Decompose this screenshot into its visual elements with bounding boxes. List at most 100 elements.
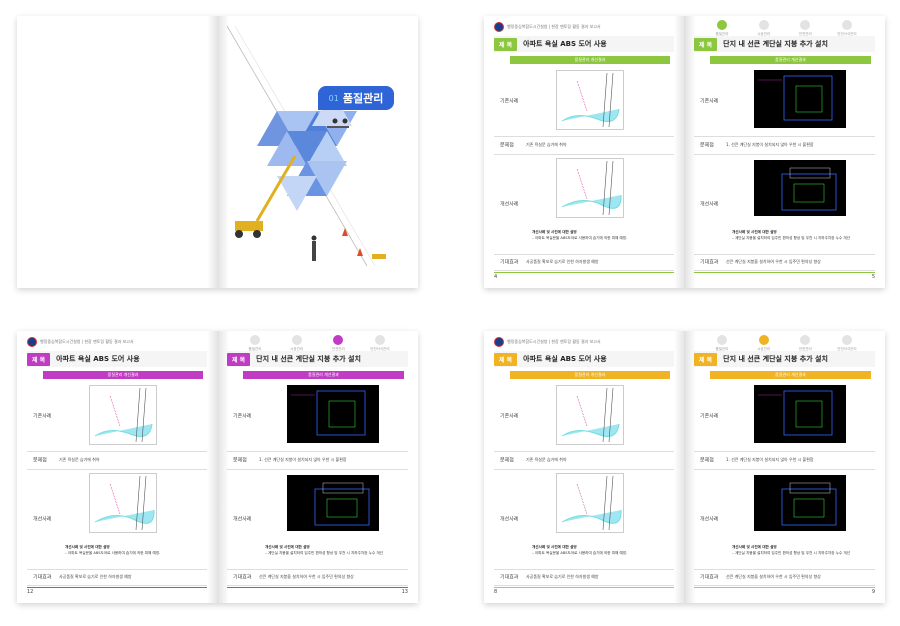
after-cad-drawing: [287, 475, 379, 531]
title-bar: 제 목 아파트 욕실 ABS 도어 사용: [494, 36, 674, 52]
problem-text: 기존 욕실문 습기에 취약: [59, 457, 100, 462]
result-band: 품질관리 개선결과: [710, 56, 871, 64]
page-number: 9: [871, 589, 875, 595]
step-dot: [841, 20, 852, 30]
page-number: 5: [871, 274, 875, 280]
cover-title-badge: 01 품질관리: [318, 86, 394, 110]
step-label: 안전서식관리: [370, 347, 390, 351]
row-label: 기대효과: [233, 574, 252, 581]
row-before: 기존사례: [227, 381, 408, 452]
problem-text: 1. 선큰 계단실 지붕이 설치되지 않아 우천 시 불편함: [726, 457, 814, 462]
step-label: 안전관리: [798, 347, 812, 351]
note-title: 개선사례 및 사진에 대한 설명: [532, 545, 577, 549]
title-bar: 제 목 단지 내 선큰 계단실 지붕 추가 설치: [694, 36, 875, 52]
result-band: 품질관리 개선결과: [43, 371, 203, 379]
row-label: 기대효과: [500, 574, 519, 581]
page-number: 12: [27, 589, 34, 595]
row-label: 개선사례: [500, 516, 519, 523]
before-drawing: [556, 70, 624, 130]
after-cad-drawing: [754, 475, 846, 531]
bottom-accent-line: [27, 587, 207, 588]
step-label: 시공관리: [757, 347, 771, 351]
problem-text: 기존 욕실문 습기에 취약: [526, 457, 567, 462]
step-indicator: 품질관리 시공관리 안전관리 안전서식관리: [702, 335, 867, 352]
header-text: 행정중심복합도시건설청 | 현장 맨토링 활동 결과 보고서: [507, 24, 601, 29]
cover-number: 01: [328, 93, 339, 103]
row-after: 개선사례: [494, 469, 674, 570]
row-label: 문제점: [233, 457, 247, 464]
cover-gutter: [206, 16, 229, 288]
page-title: 아파트 욕실 ABS 도어 사용: [523, 40, 607, 48]
row-label: 기존사례: [500, 98, 519, 105]
note-title: 개선사례 및 사진에 대한 설명: [65, 545, 110, 549]
row-before: 기존사례: [694, 381, 875, 452]
spread-gutter: [673, 331, 696, 603]
bottom-accent-line: [494, 272, 674, 273]
step-3: 안전서식관리: [827, 20, 867, 37]
step-label: 안전관리: [798, 32, 812, 36]
step-2: 안전관리: [785, 20, 825, 37]
row-after: 개선사례: [494, 154, 674, 255]
right-page: 품질관리 시공관리 안전관리 안전서식관리 제 목 단지 내 선큰 계단실 지붕 추가 설…: [684, 16, 885, 288]
row-problem: 문제점 1. 선큰 계단실 지붕이 설치되지 않아 우천 시 불편함: [694, 451, 875, 470]
row-label: 기대효과: [500, 259, 519, 266]
spread-pages-8-9: 행정중심복합도시건설청 | 현장 맨토링 활동 결과 보고서 제 목 아파트 욕실 …: [484, 331, 885, 603]
step-0: 품질관리: [702, 20, 742, 37]
effect-text: 사공품질 확보로 습기로 인한 하자발생 예방: [526, 259, 599, 264]
row-effect: 기대효과 사공품질 확보로 습기로 인한 하자발생 예방: [494, 569, 674, 586]
before-drawing: [556, 385, 624, 445]
page-number: 4: [494, 274, 498, 280]
row-label: 문제점: [500, 457, 514, 464]
note-title: 개선사례 및 사진에 대한 설명: [532, 230, 577, 234]
page-title: 아파트 욕실 ABS 도어 사용: [56, 355, 140, 363]
step-indicator: 품질관리 시공관리 안전관리 안전서식관리: [235, 335, 400, 352]
row-label: 문제점: [33, 457, 47, 464]
step-2: 안전관리: [785, 335, 825, 352]
step-label: 안전서식관리: [837, 32, 857, 36]
bottom-accent-line: [227, 587, 408, 588]
result-band: 품질관리 개선결과: [710, 371, 871, 379]
after-cad-drawing: [754, 160, 846, 216]
note-body: – 계단실 지붕을 설치하여 입주민 편의성 향상 및 우천 시 지하주차장 누…: [732, 551, 850, 555]
note-body: – 아파트 욕실문을 ABS도어로 사용하여 습기에 의한 피해 예방.: [532, 236, 628, 240]
step-label: 시공관리: [290, 347, 304, 351]
note-body: – 계단실 지붕을 설치하여 입주민 편의성 향상 및 우천 시 지하주차장 누…: [265, 551, 383, 555]
after-drawing: [556, 473, 624, 533]
problem-text: 1. 선큰 계단실 지붕이 설치되지 않아 우천 시 불편함: [259, 457, 347, 462]
cover-right-page: 01 품질관리: [217, 16, 418, 288]
step-dot: [717, 20, 727, 30]
before-cad-drawing: [754, 385, 846, 443]
row-problem: 문제점 기존 욕실문 습기에 취약: [494, 136, 674, 155]
step-label: 품질관리: [715, 32, 729, 36]
row-label: 문제점: [500, 142, 514, 149]
row-after: 개선사례: [694, 469, 875, 570]
title-bar: 제 목 아파트 욕실 ABS 도어 사용: [27, 351, 207, 367]
step-3: 안전서식관리: [827, 335, 867, 352]
page-title: 단지 내 선큰 계단실 지붕 추가 설치: [256, 355, 361, 363]
row-after: 개선사례: [694, 154, 875, 255]
page-number: 8: [494, 589, 498, 595]
step-dot: [250, 335, 260, 345]
page-title: 아파트 욕실 ABS 도어 사용: [523, 355, 607, 363]
bottom-accent-line: [494, 587, 674, 588]
title-bar: 제 목 아파트 욕실 ABS 도어 사용: [494, 351, 674, 367]
page-header: 행정중심복합도시건설청 | 현장 맨토링 활동 결과 보고서: [494, 337, 601, 347]
row-label: 기대효과: [33, 574, 52, 581]
note-body: – 아파트 욕실문을 ABS도어로 사용하여 습기에 의한 피해 예방.: [65, 551, 161, 555]
step-label: 품질관리: [715, 347, 729, 351]
title-tag: 제 목: [694, 352, 718, 366]
note-body: – 계단실 지붕을 설치하여 입주민 편의성 향상 및 우천 시 지하주차장 누…: [732, 236, 850, 240]
page-header: 행정중심복합도시건설청 | 현장 맨토링 활동 결과 보고서: [27, 337, 134, 347]
right-page: 품질관리 시공관리 안전관리 안전서식관리 제 목 단지 내 선큰 계단실 지붕 추가 설…: [684, 331, 885, 603]
row-effect: 기대효과 선큰 계단실 지붕을 설치하여 우천 시 입주민 편의성 향상: [694, 569, 875, 586]
step-dot: [841, 335, 852, 345]
logo-icon: [27, 337, 37, 347]
problem-text: 1. 선큰 계단실 지붕이 설치되지 않아 우천 시 불편함: [726, 142, 814, 147]
row-label: 기대효과: [700, 574, 719, 581]
step-3: 안전서식관리: [360, 335, 400, 352]
effect-text: 선큰 계단실 지붕을 설치하여 우천 시 입주민 편의성 향상: [726, 574, 821, 579]
